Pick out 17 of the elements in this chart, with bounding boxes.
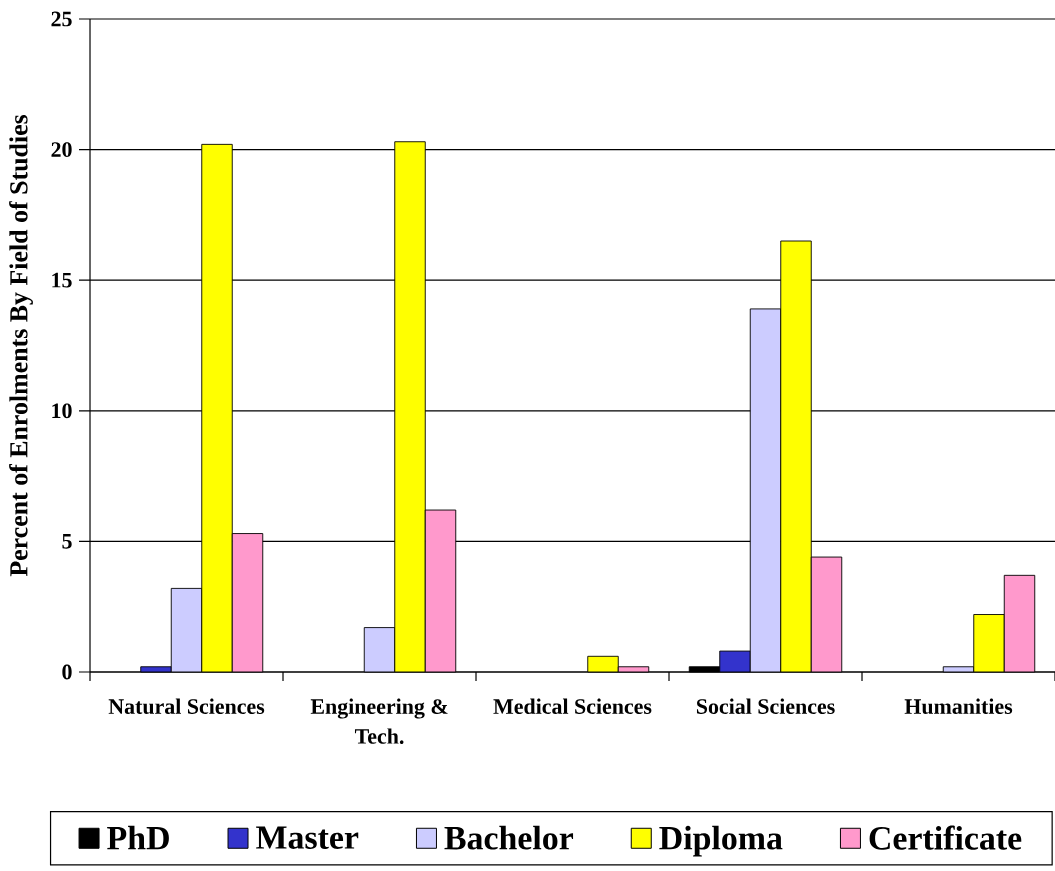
y-tick-label: 10 [52,403,72,419]
y-tick-label: 25 [51,11,72,27]
x-tick-label: Social Sciences [696,698,835,714]
x-tick-label: Natural Sciences [108,698,265,714]
y-tick-label: 15 [52,272,72,288]
x-tick-label: Engineering & Tech. [310,698,448,744]
y-tick-label: 5 [62,534,72,549]
y-tick-label: 0 [62,664,72,680]
legend-label: PhD [107,825,169,850]
legend-label: Diploma [659,825,783,857]
legend-label: Master [256,826,359,849]
legend-label: Bachelor [444,825,574,850]
x-tick-label: Humanities [904,698,1013,714]
y-axis-title: Percent of Enrolments By Field of Studies [9,114,33,577]
legend-label: Certificate [869,825,1022,850]
y-tick-label: 20 [51,142,72,157]
x-tick-label: Medical Sciences [493,698,652,714]
